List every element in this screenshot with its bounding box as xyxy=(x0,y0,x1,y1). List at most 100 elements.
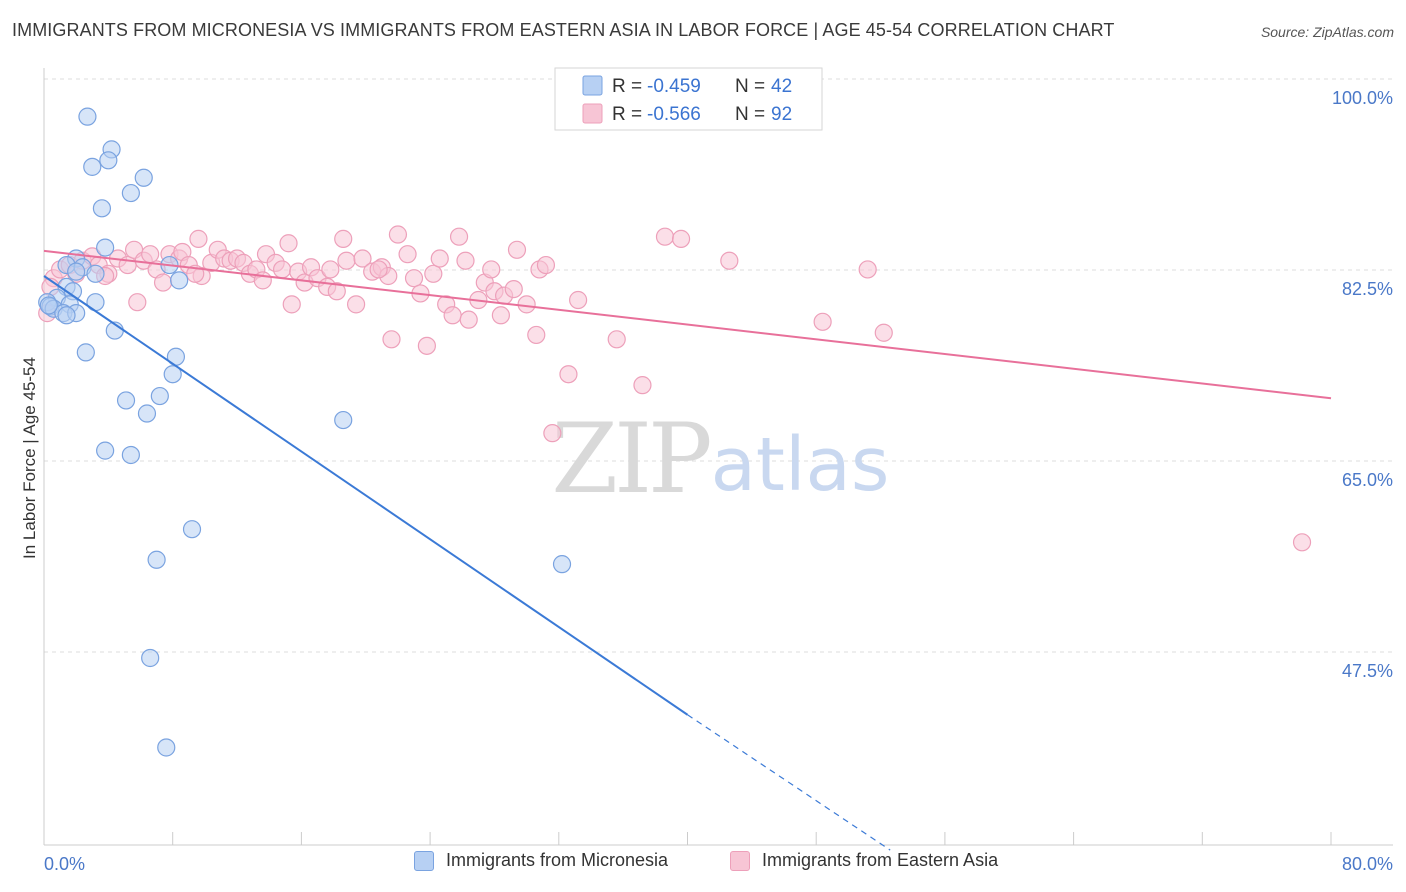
micronesia-point xyxy=(170,271,189,290)
eastern-asia-point xyxy=(482,260,501,279)
stats-swatch-blue xyxy=(582,75,603,96)
legend-swatch-pink xyxy=(730,850,750,871)
micronesia-point xyxy=(121,445,140,465)
eastern-asia-point xyxy=(282,295,301,314)
eastern-asia-point xyxy=(504,279,523,299)
chart-source: Source: ZipAtlas.com xyxy=(1260,24,1394,40)
eastern-asia-point xyxy=(813,312,832,331)
micronesia-point xyxy=(134,168,153,187)
y-tick-label: 100.0% xyxy=(1332,88,1393,108)
x-tick-label: 0.0% xyxy=(44,854,85,874)
legend-item-eastern-asia[interactable]: Immigrants from Eastern Asia xyxy=(730,850,998,871)
axis-layer: 0.0% 80.0% xyxy=(43,68,1393,874)
y-tick-label: 82.5% xyxy=(1342,279,1393,299)
eastern-asia-point xyxy=(153,273,173,292)
series-legend: Immigrants from Micronesia Immigrants fr… xyxy=(0,850,1406,880)
eastern-asia-point xyxy=(536,255,556,275)
eastern-asia-point xyxy=(272,260,292,279)
grid-layer: 47.5% 65.0% 82.5% 100.0% xyxy=(44,78,1393,681)
watermark: ZIP atlas xyxy=(551,403,889,515)
micronesia-point xyxy=(150,386,169,406)
eastern-asia-point xyxy=(337,251,356,270)
eastern-asia-point xyxy=(327,282,346,301)
eastern-asia-point xyxy=(459,310,478,329)
micronesia-point xyxy=(96,238,115,257)
eastern-asia-point xyxy=(456,251,475,270)
points-layer xyxy=(38,107,1312,757)
micronesia-point xyxy=(57,306,76,325)
eastern-asia-point xyxy=(404,269,424,288)
eastern-asia-point xyxy=(633,376,652,395)
eastern-asia-point xyxy=(346,295,366,314)
micronesia-point xyxy=(83,157,102,176)
micronesia-point xyxy=(86,264,105,283)
eastern-asia-point xyxy=(858,260,877,279)
y-tick-label: 47.5% xyxy=(1342,661,1393,681)
eastern-asia-point xyxy=(655,227,675,246)
stats-n-label-pink: N = xyxy=(735,104,765,125)
eastern-asia-trend-line xyxy=(43,249,1332,400)
micronesia-point xyxy=(76,343,95,362)
eastern-asia-point xyxy=(279,234,298,253)
stats-r-value-pink: -0.566 xyxy=(647,104,701,125)
stats-r-label-pink: R = xyxy=(612,104,642,125)
eastern-asia-point xyxy=(720,251,739,270)
eastern-asia-point xyxy=(559,365,578,384)
eastern-asia-point xyxy=(607,330,626,349)
micronesia-point xyxy=(182,520,202,539)
legend-label-eastern-asia: Immigrants from Eastern Asia xyxy=(762,850,999,870)
eastern-asia-point xyxy=(527,325,546,345)
eastern-asia-point xyxy=(334,229,353,248)
micronesia-point xyxy=(334,410,353,430)
chart-title: IMMIGRANTS FROM MICRONESIA VS IMMIGRANTS… xyxy=(12,20,1115,40)
watermark-atlas: atlas xyxy=(711,422,890,508)
eastern-asia-point xyxy=(369,260,388,279)
eastern-asia-point xyxy=(443,306,462,325)
eastern-asia-point xyxy=(543,424,562,443)
stats-legend: R = -0.459 N = 42 R = -0.566 N = 92 xyxy=(554,67,823,131)
eastern-asia-point xyxy=(874,323,893,342)
eastern-asia-point xyxy=(491,306,510,325)
stats-n-value-pink: 92 xyxy=(771,104,792,125)
micronesia-point xyxy=(99,151,118,170)
micronesia-point xyxy=(141,648,160,668)
micronesia-point xyxy=(78,107,97,126)
eastern-asia-point xyxy=(449,227,469,246)
micronesia-point xyxy=(96,441,115,460)
eastern-asia-point xyxy=(128,293,147,312)
eastern-asia-point xyxy=(507,240,527,259)
legend-item-micronesia[interactable]: Immigrants from Micronesia xyxy=(414,850,668,871)
eastern-asia-point xyxy=(321,260,340,279)
micronesia-point xyxy=(67,262,86,281)
stats-n-label-blue: N = xyxy=(735,76,765,97)
eastern-asia-point xyxy=(569,290,588,310)
legend-swatch-blue xyxy=(414,850,434,871)
eastern-asia-point xyxy=(424,264,443,283)
x-tick-label: 80.0% xyxy=(1342,854,1393,874)
micronesia-point xyxy=(39,296,58,315)
micronesia-point xyxy=(137,404,157,423)
micronesia-point xyxy=(552,555,572,574)
legend-label-micronesia: Immigrants from Micronesia xyxy=(446,850,669,870)
watermark-zip: ZIP xyxy=(551,403,710,515)
micronesia-point xyxy=(147,550,166,569)
micronesia-point xyxy=(163,365,182,384)
stats-n-value-blue: 42 xyxy=(771,76,792,97)
micronesia-point xyxy=(92,199,112,218)
eastern-asia-point xyxy=(141,245,160,264)
eastern-asia-point xyxy=(388,225,408,244)
stats-swatch-pink xyxy=(582,103,603,124)
eastern-asia-point xyxy=(517,295,536,314)
eastern-asia-point xyxy=(189,229,208,248)
micronesia-point xyxy=(116,391,136,410)
eastern-asia-point xyxy=(398,245,417,264)
eastern-asia-point xyxy=(417,336,436,355)
eastern-asia-point xyxy=(671,229,691,248)
trend-layer xyxy=(43,249,1332,851)
micronesia-trend-extension xyxy=(687,714,891,851)
y-axis-label: In Labor Force | Age 45-54 xyxy=(20,357,39,559)
micronesia-trend-line xyxy=(43,275,689,716)
eastern-asia-point xyxy=(1292,533,1312,552)
micronesia-point xyxy=(157,738,176,757)
